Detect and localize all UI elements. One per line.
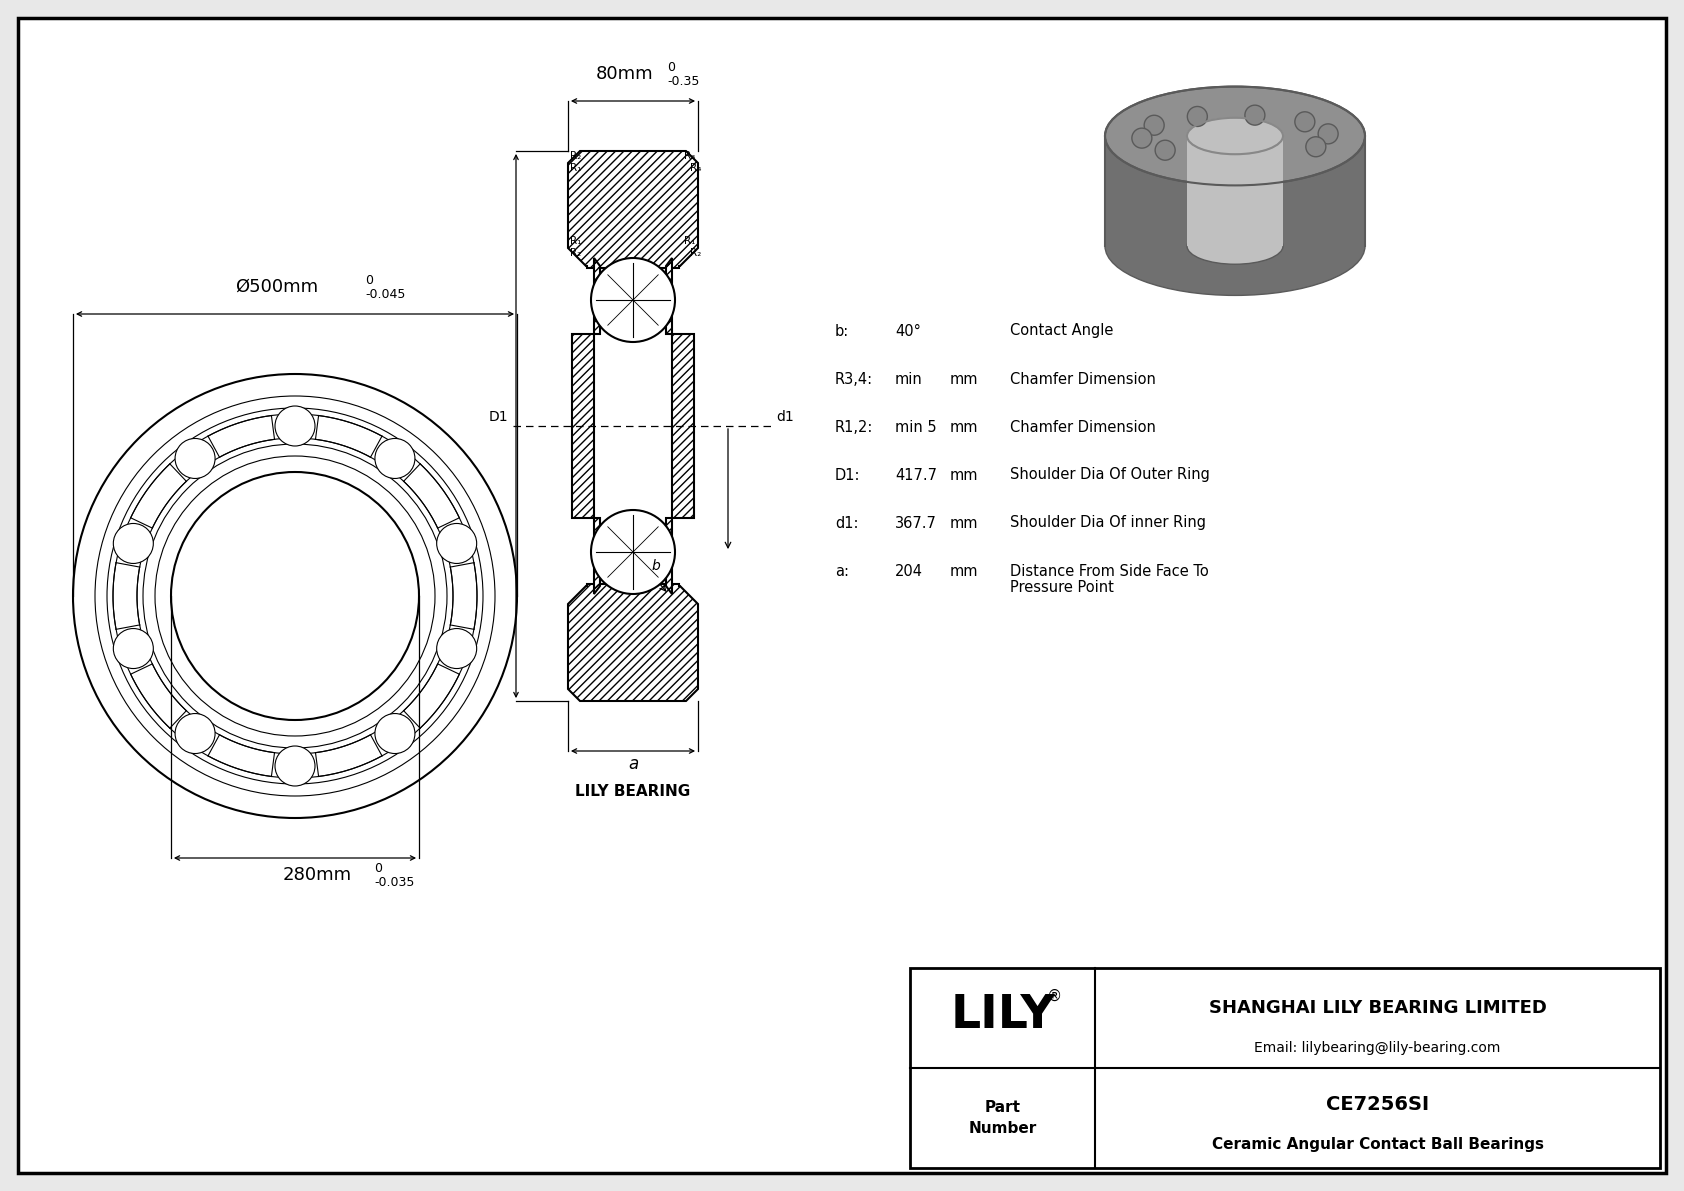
Text: min: min	[894, 372, 923, 387]
Text: Contact Angle: Contact Angle	[1010, 324, 1113, 338]
Text: mm: mm	[950, 419, 978, 435]
Text: CE7256SI: CE7256SI	[1325, 1095, 1430, 1114]
Text: a: a	[628, 755, 638, 773]
Polygon shape	[568, 584, 697, 701]
Circle shape	[113, 524, 153, 563]
Text: mm: mm	[950, 563, 978, 579]
Text: 80mm: 80mm	[596, 66, 653, 83]
Bar	[909, 968, 1660, 1168]
Text: R₃: R₃	[684, 151, 695, 161]
Text: R₂: R₂	[569, 151, 581, 161]
Text: Email: lilybearing@lily-bearing.com: Email: lilybearing@lily-bearing.com	[1255, 1041, 1500, 1055]
Text: R₁: R₁	[684, 236, 695, 247]
Text: 417.7: 417.7	[894, 468, 936, 482]
Circle shape	[1143, 116, 1164, 136]
Text: 367.7: 367.7	[894, 516, 936, 530]
Circle shape	[175, 713, 216, 754]
Circle shape	[376, 713, 414, 754]
Text: ®: ®	[1047, 989, 1063, 1004]
Text: a:: a:	[835, 563, 849, 579]
Circle shape	[591, 510, 675, 594]
Polygon shape	[665, 258, 694, 594]
Text: 40°: 40°	[894, 324, 921, 338]
Circle shape	[274, 406, 315, 445]
Text: 204: 204	[894, 563, 923, 579]
Text: -0.045: -0.045	[365, 288, 406, 301]
Circle shape	[591, 258, 675, 342]
Text: D1:: D1:	[835, 468, 861, 482]
Text: D1: D1	[488, 410, 509, 424]
Circle shape	[1187, 106, 1207, 126]
Circle shape	[1155, 141, 1175, 161]
Circle shape	[1305, 137, 1325, 157]
Text: mm: mm	[950, 468, 978, 482]
Text: LILY: LILY	[950, 993, 1054, 1039]
Text: SHANGHAI LILY BEARING LIMITED: SHANGHAI LILY BEARING LIMITED	[1209, 999, 1546, 1017]
Text: -0.35: -0.35	[667, 75, 699, 88]
Text: Chamfer Dimension: Chamfer Dimension	[1010, 372, 1155, 387]
Circle shape	[113, 629, 153, 668]
Text: R3,4:: R3,4:	[835, 372, 872, 387]
Text: Ceramic Angular Contact Ball Bearings: Ceramic Angular Contact Ball Bearings	[1211, 1136, 1544, 1152]
Text: R₁: R₁	[569, 163, 581, 173]
Text: mm: mm	[950, 372, 978, 387]
Circle shape	[1132, 129, 1152, 148]
Text: Ø500mm: Ø500mm	[236, 278, 318, 297]
Text: d1: d1	[776, 410, 793, 424]
Circle shape	[175, 438, 216, 479]
Ellipse shape	[1187, 118, 1283, 155]
Polygon shape	[568, 151, 697, 268]
Text: 0: 0	[374, 862, 382, 875]
Circle shape	[1319, 124, 1339, 144]
Text: 0: 0	[667, 61, 675, 74]
Text: Chamfer Dimension: Chamfer Dimension	[1010, 419, 1155, 435]
Text: b:: b:	[835, 324, 849, 338]
Text: R₄: R₄	[690, 163, 701, 173]
Text: Shoulder Dia Of inner Ring: Shoulder Dia Of inner Ring	[1010, 516, 1206, 530]
Polygon shape	[573, 258, 600, 594]
Text: R₁: R₁	[569, 236, 581, 247]
Circle shape	[274, 746, 315, 786]
Text: -0.035: -0.035	[374, 877, 414, 888]
Circle shape	[1244, 105, 1265, 125]
Text: 280mm: 280mm	[283, 866, 352, 884]
Bar	[1187, 136, 1283, 247]
Ellipse shape	[1105, 87, 1366, 186]
Text: mm: mm	[950, 516, 978, 530]
Bar	[1105, 136, 1366, 247]
Circle shape	[436, 629, 477, 668]
Text: d1:: d1:	[835, 516, 859, 530]
Circle shape	[376, 438, 414, 479]
Text: Shoulder Dia Of Outer Ring: Shoulder Dia Of Outer Ring	[1010, 468, 1209, 482]
Circle shape	[436, 524, 477, 563]
Text: R₂: R₂	[569, 248, 581, 258]
Text: Distance From Side Face To: Distance From Side Face To	[1010, 563, 1209, 579]
Text: b: b	[652, 559, 660, 573]
Text: Part
Number: Part Number	[968, 1100, 1037, 1136]
Text: LILY BEARING: LILY BEARING	[576, 784, 690, 799]
Text: R₂: R₂	[690, 248, 701, 258]
Text: 0: 0	[365, 274, 372, 287]
Circle shape	[1295, 112, 1315, 132]
Text: min 5: min 5	[894, 419, 936, 435]
Text: Pressure Point: Pressure Point	[1010, 580, 1113, 594]
Ellipse shape	[1187, 227, 1283, 264]
Text: R1,2:: R1,2:	[835, 419, 874, 435]
Ellipse shape	[1105, 197, 1366, 295]
